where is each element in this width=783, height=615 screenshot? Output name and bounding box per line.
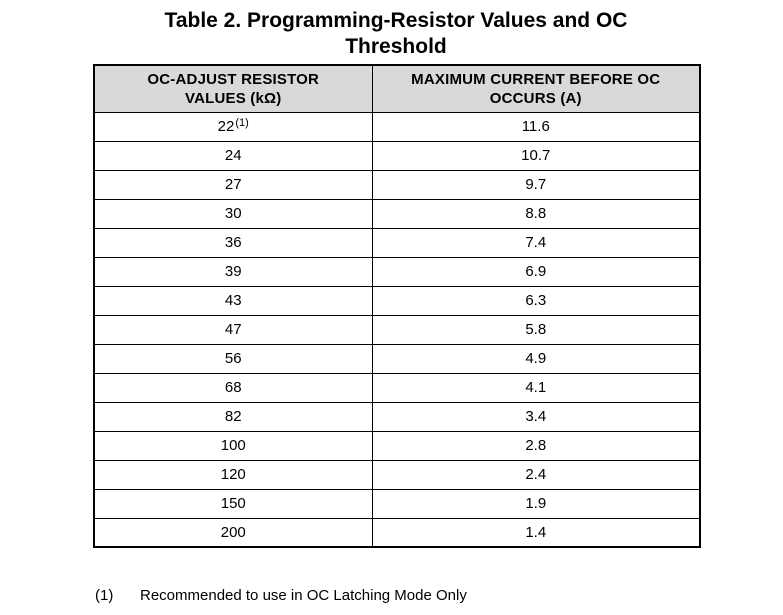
resistor-value: 68: [224, 379, 242, 396]
current-value: 1.4: [525, 523, 547, 541]
footnote-text: Recommended to use in OC Latching Mode O…: [140, 587, 467, 604]
resistor-value-cell: 36: [93, 227, 373, 258]
table-row: 30 8.8: [93, 198, 701, 229]
current-value: 2.4: [525, 466, 547, 483]
header-current-line2: OCCURS (A): [489, 89, 582, 107]
resistor-value: 36: [224, 234, 242, 251]
resistor-value: 120: [220, 466, 246, 483]
current-value-cell: 7.4: [371, 227, 701, 258]
resistor-value-cell: 30: [93, 198, 373, 229]
current-value-cell: 4.1: [371, 372, 701, 403]
current-value: 10.7: [521, 147, 551, 164]
resistor-value: 24: [224, 147, 242, 164]
current-value: 7.4: [525, 234, 547, 251]
current-value-cell: 3.4: [371, 401, 701, 432]
programming-resistor-table: OC-ADJUST RESISTOR VALUES (kΩ) MAXIMUM C…: [93, 64, 701, 548]
table-row: 120 2.4: [93, 459, 701, 490]
table-row: 200 1.4: [93, 517, 701, 548]
table-row: 47 5.8: [93, 314, 701, 345]
current-value-cell: 2.4: [371, 459, 701, 490]
table-row: 39 6.9: [93, 256, 701, 287]
resistor-value: 43: [224, 292, 242, 309]
table-row: 56 4.9: [93, 343, 701, 374]
resistor-value-cell: 150: [93, 488, 373, 519]
resistor-value: 47: [224, 321, 242, 338]
resistor-value: 22: [217, 118, 235, 135]
table-title-line1: Table 2. Programming-Resistor Values and…: [164, 9, 628, 32]
header-max-current: MAXIMUM CURRENT BEFORE OC OCCURS (A): [371, 64, 701, 113]
resistor-value-cell: 120: [93, 459, 373, 490]
header-row: OC-ADJUST RESISTOR VALUES (kΩ) MAXIMUM C…: [93, 64, 701, 113]
resistor-value-cell: 200: [93, 517, 373, 548]
current-value-cell: 5.8: [371, 314, 701, 345]
current-value-cell: 8.8: [371, 198, 701, 229]
current-value: 1.9: [525, 495, 547, 512]
footnote-marker: (1): [95, 587, 114, 604]
footnote: (1) Recommended to use in OC Latching Mod…: [95, 586, 467, 605]
resistor-value: 27: [224, 176, 242, 193]
table-row: 100 2.8: [93, 430, 701, 461]
current-value: 4.1: [525, 379, 547, 396]
resistor-value: 150: [220, 495, 246, 512]
table-body: 22(1) 11.6 24 10.7 27 9.7 30 8.8 36 7.4 …: [93, 111, 701, 548]
resistor-value: 39: [224, 263, 242, 280]
current-value: 6.9: [525, 263, 547, 280]
header-resistor-values: OC-ADJUST RESISTOR VALUES (kΩ): [93, 64, 373, 113]
resistor-value: 56: [224, 350, 242, 367]
current-value: 5.8: [525, 321, 547, 338]
current-value-cell: 1.9: [371, 488, 701, 519]
current-value: 3.4: [525, 408, 547, 425]
current-value: 4.9: [525, 350, 547, 367]
table-row: 82 3.4: [93, 401, 701, 432]
resistor-value-cell: 100: [93, 430, 373, 461]
table-row: 36 7.4: [93, 227, 701, 258]
table-row: 43 6.3: [93, 285, 701, 316]
current-value-cell: 11.6: [371, 111, 701, 142]
table-row: 22(1) 11.6: [93, 111, 701, 142]
current-value-cell: 4.9: [371, 343, 701, 374]
current-value-cell: 10.7: [371, 140, 701, 171]
current-value: 8.8: [525, 205, 547, 222]
table-row: 24 10.7: [93, 140, 701, 171]
current-value-cell: 6.9: [371, 256, 701, 287]
current-value-cell: 9.7: [371, 169, 701, 200]
resistor-value: 200: [220, 523, 246, 541]
table-title-line2: Threshold: [345, 35, 447, 58]
resistor-value-cell: 39: [93, 256, 373, 287]
resistor-value: 82: [224, 408, 242, 425]
current-value: 9.7: [525, 176, 547, 193]
current-value: 6.3: [525, 292, 547, 309]
table-row: 68 4.1: [93, 372, 701, 403]
resistor-value-cell: 24: [93, 140, 373, 171]
header-current-line1: MAXIMUM CURRENT BEFORE OC: [411, 70, 661, 88]
table-title: Table 2. Programming-Resistor Values and…: [93, 8, 699, 60]
table-row: 27 9.7: [93, 169, 701, 200]
header-resistor-line2: VALUES (kΩ): [185, 89, 282, 107]
resistor-value-cell: 27: [93, 169, 373, 200]
footnote-ref: (1): [235, 117, 249, 129]
current-value: 11.6: [521, 118, 550, 135]
resistor-value-cell: 47: [93, 314, 373, 345]
header-resistor-line1: OC-ADJUST RESISTOR: [147, 70, 320, 88]
resistor-value-cell: 56: [93, 343, 373, 374]
current-value: 2.8: [525, 437, 547, 454]
resistor-value-cell: 68: [93, 372, 373, 403]
current-value-cell: 6.3: [371, 285, 701, 316]
resistor-value-cell: 43: [93, 285, 373, 316]
current-value-cell: 1.4: [371, 517, 701, 548]
resistor-value-cell: 22(1): [93, 111, 373, 142]
table-row: 150 1.9: [93, 488, 701, 519]
current-value-cell: 2.8: [371, 430, 701, 461]
resistor-value: 100: [220, 437, 246, 454]
resistor-value-cell: 82: [93, 401, 373, 432]
resistor-value: 30: [224, 205, 242, 222]
